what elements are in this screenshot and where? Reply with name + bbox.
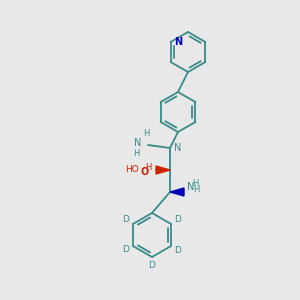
Polygon shape — [156, 166, 170, 174]
Text: N: N — [174, 143, 182, 153]
Text: N: N — [134, 138, 141, 148]
Text: HO: HO — [125, 166, 139, 175]
Text: H: H — [143, 129, 149, 138]
Text: D: D — [123, 245, 130, 254]
Text: H: H — [133, 149, 139, 158]
Text: D: D — [123, 215, 130, 224]
Text: H: H — [193, 185, 200, 194]
Text: N: N — [174, 37, 182, 47]
Text: D: D — [175, 215, 182, 224]
Text: H: H — [192, 178, 198, 188]
Polygon shape — [170, 188, 184, 196]
Text: N: N — [187, 182, 194, 192]
Text: O: O — [141, 167, 149, 177]
Text: D: D — [148, 260, 155, 269]
Text: H: H — [145, 164, 151, 172]
Text: D: D — [175, 245, 182, 254]
